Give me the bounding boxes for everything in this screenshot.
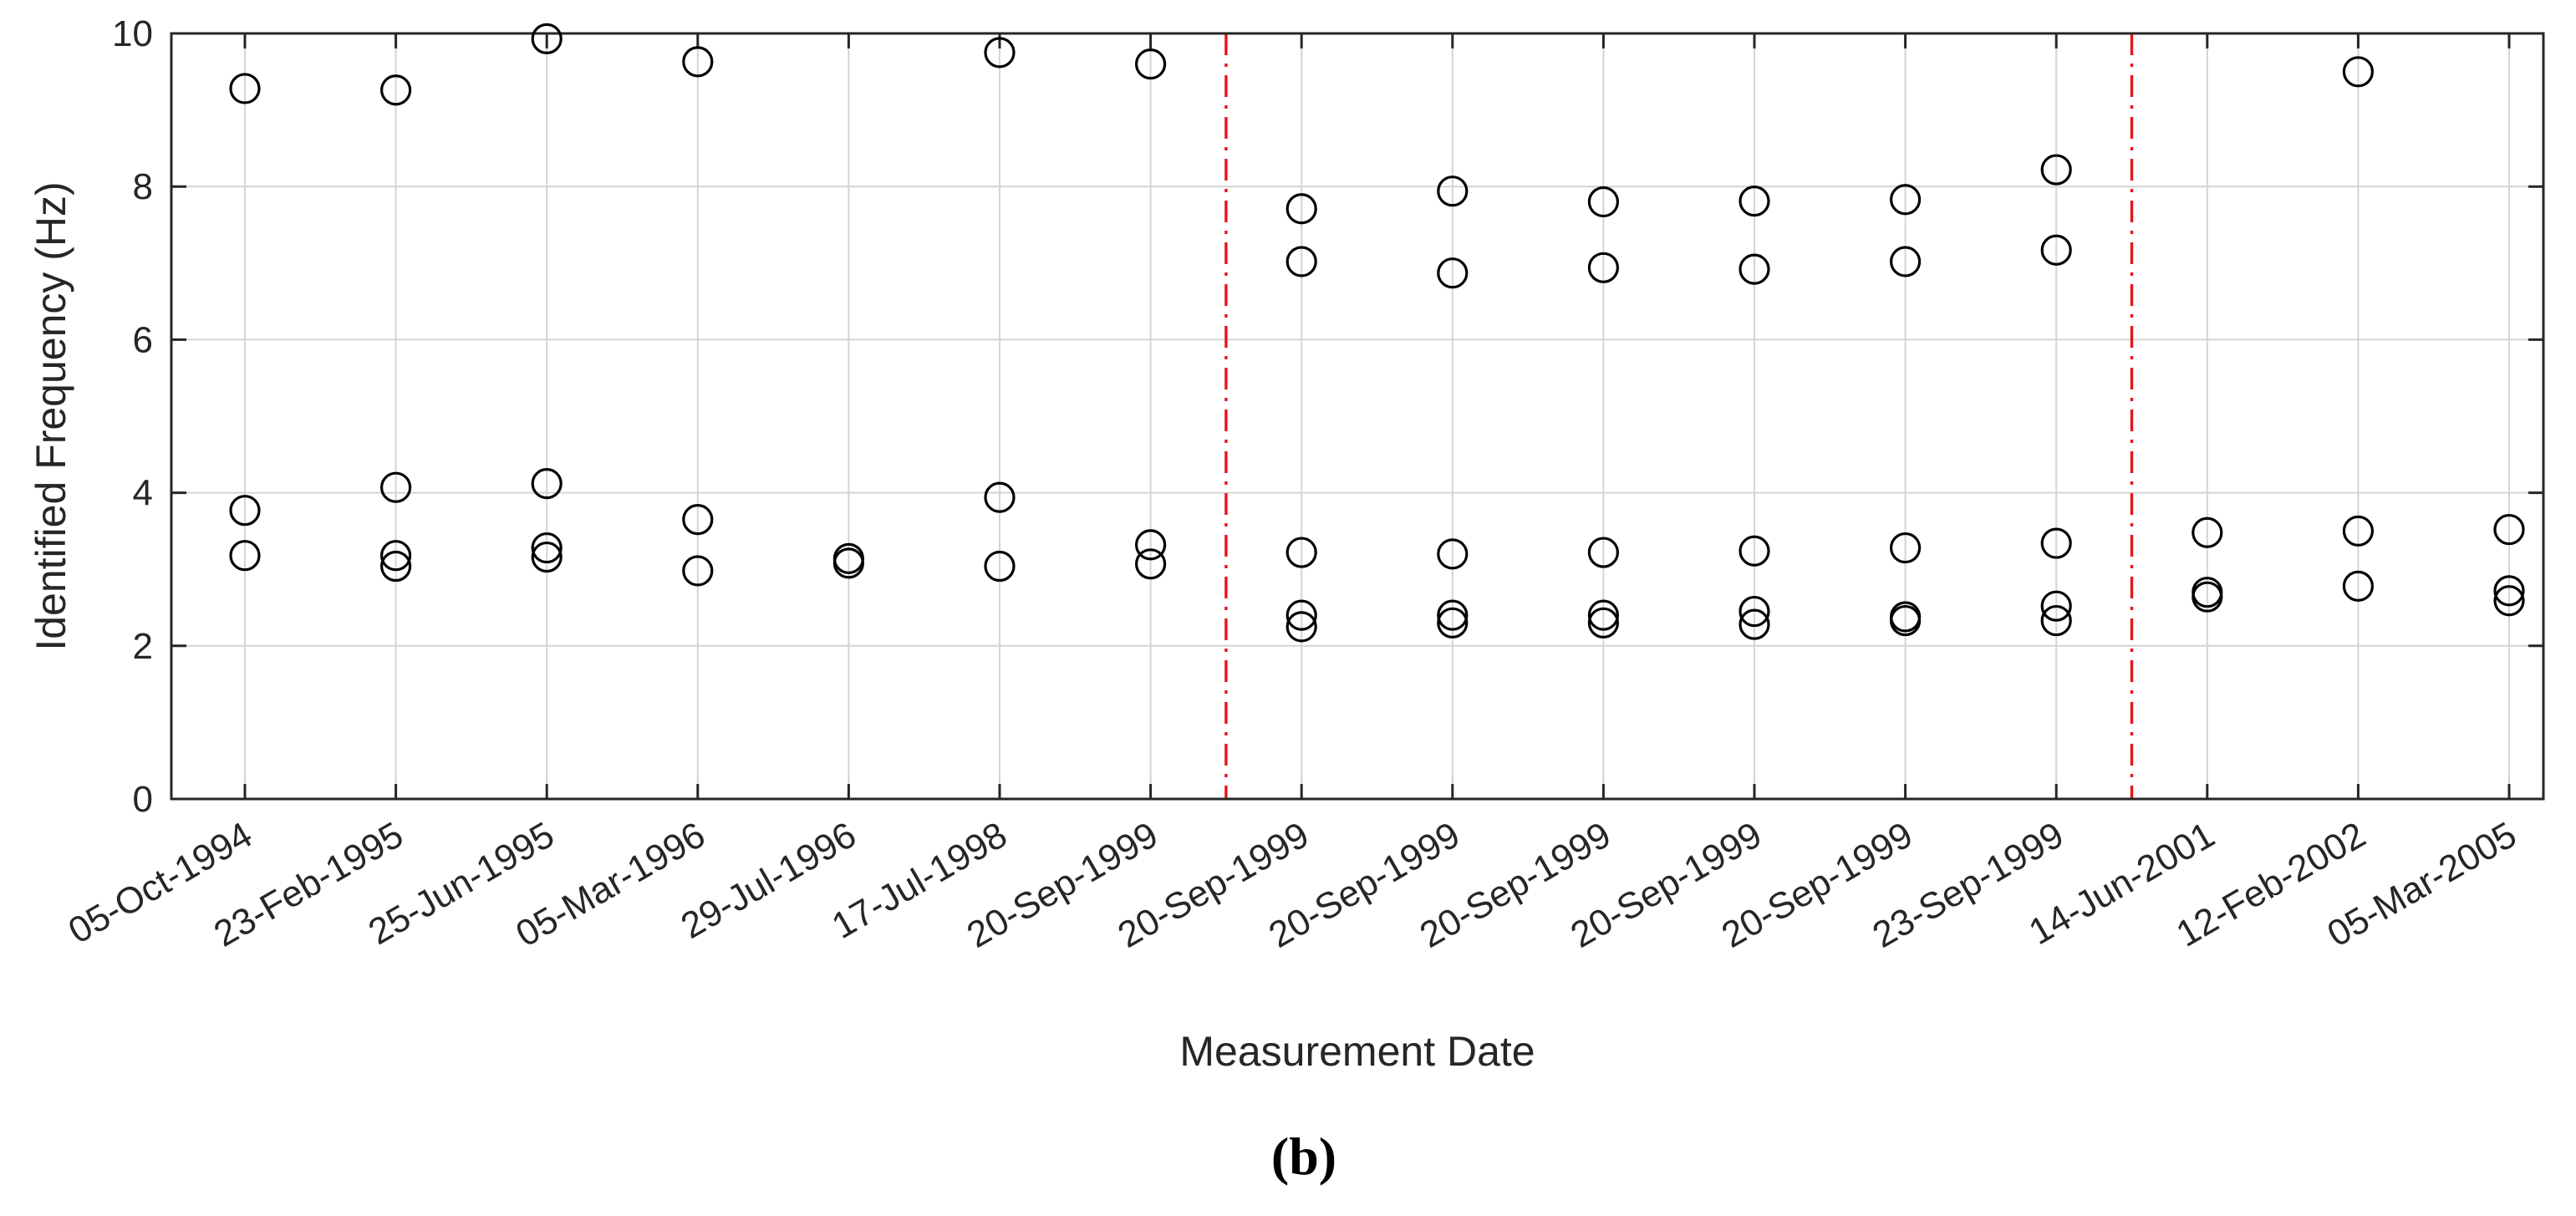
data-point: [832, 542, 865, 574]
data-point: [1587, 537, 1620, 568]
data-point: [1134, 48, 1167, 80]
y-tick-labels: 0 2 4 6 8 10: [112, 13, 153, 820]
data-point: [2493, 513, 2525, 546]
data-point: [984, 37, 1016, 69]
data-point: [1285, 611, 1317, 643]
y-tick-label: 4: [133, 473, 153, 514]
y-tick-label: 6: [133, 319, 153, 360]
y-tick-label: 2: [133, 626, 153, 667]
axis-ticks: [171, 32, 2543, 801]
data-point: [1739, 186, 1770, 217]
data-point: [2342, 515, 2374, 547]
data-point: [1285, 599, 1317, 631]
data-point: [1890, 184, 1922, 216]
data-point: [1134, 548, 1167, 580]
data-point: [2342, 570, 2374, 602]
data-point: [1890, 246, 1922, 277]
x-tick-labels: 05-Oct-199423-Feb-199525-Jun-199505-Mar-…: [62, 814, 2523, 956]
data-point: [229, 495, 261, 527]
data-point: [531, 532, 563, 564]
data-point: [1437, 176, 1469, 207]
data-point: [1285, 537, 1317, 568]
data-point: [984, 550, 1016, 583]
data-point: [1739, 608, 1770, 640]
y-axis-label: Identified Frequency (Hz): [28, 181, 74, 650]
data-point: [380, 471, 412, 503]
data-point: [1437, 607, 1469, 639]
data-point: [682, 504, 714, 536]
data-point: [380, 550, 412, 583]
data-point: [531, 23, 563, 55]
data-point: [1739, 253, 1770, 285]
data-point: [1739, 535, 1770, 567]
data-point: [682, 46, 714, 78]
data-point: [2192, 516, 2223, 548]
data-point: [229, 73, 261, 104]
data-point: [1285, 246, 1317, 277]
data-point: [2493, 585, 2525, 617]
data-point: [1437, 599, 1469, 631]
data-point: [531, 468, 563, 500]
data-point: [1437, 538, 1469, 570]
data-point: [682, 555, 714, 587]
x-axis-label: Measurement Date: [1179, 1028, 1535, 1075]
data-point: [1739, 595, 1770, 628]
data-point: [2040, 527, 2072, 559]
data-point: [984, 481, 1016, 513]
data-point: [1587, 252, 1620, 283]
grid: [171, 33, 2543, 800]
data-point: [1890, 532, 1922, 564]
y-tick-label: 8: [133, 166, 153, 207]
data-point: [1890, 601, 1922, 633]
data-point: [2040, 154, 2072, 186]
data-point: [1437, 257, 1469, 289]
data-point: [2040, 234, 2072, 266]
data-point: [2040, 590, 2072, 622]
data-point: [1587, 607, 1620, 639]
period-dividers: [1224, 33, 2134, 799]
data-point: [1285, 193, 1317, 225]
data-point: [2192, 577, 2223, 608]
data-point: [1134, 529, 1167, 561]
panel-label: (b): [1271, 1127, 1336, 1186]
data-point: [2493, 575, 2525, 607]
data-point: [1587, 599, 1620, 631]
data-point: [380, 540, 412, 572]
data-markers: [229, 23, 2525, 643]
y-tick-label: 0: [133, 779, 153, 820]
data-point: [2342, 56, 2374, 88]
data-point: [2040, 604, 2072, 637]
data-point: [1587, 186, 1620, 218]
y-tick-label: 10: [112, 13, 153, 54]
data-point: [229, 540, 261, 572]
data-point: [380, 74, 412, 106]
data-point: [531, 541, 563, 573]
plot-frame: [170, 32, 2545, 801]
